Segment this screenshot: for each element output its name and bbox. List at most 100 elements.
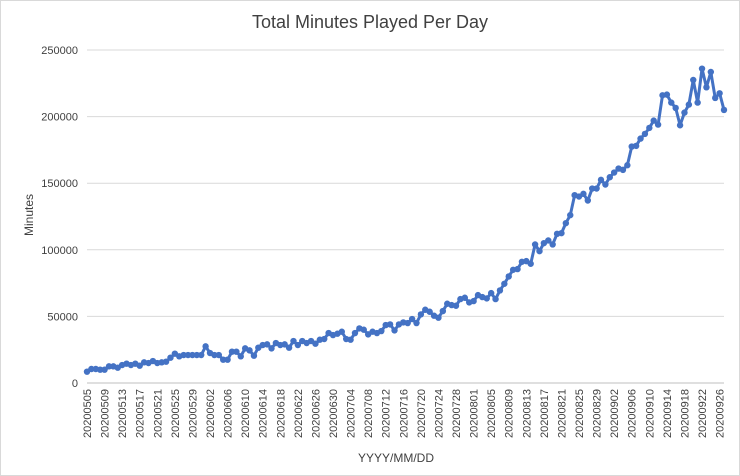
data-point xyxy=(452,302,460,309)
x-tick-label: 20200902 xyxy=(609,389,621,438)
y-tick-label: 0 xyxy=(72,378,78,390)
x-tick-label: 20200809 xyxy=(504,389,516,438)
data-point xyxy=(589,185,596,192)
x-tick-label: 20200922 xyxy=(697,389,709,438)
x-tick-label: 20200801 xyxy=(469,389,481,438)
data-point xyxy=(198,351,205,359)
data-point xyxy=(562,219,570,227)
y-tick-label: 100000 xyxy=(41,245,78,257)
data-point xyxy=(672,104,679,112)
data-point xyxy=(435,314,442,321)
data-point xyxy=(136,362,143,369)
data-point xyxy=(101,366,108,373)
data-point xyxy=(720,106,728,114)
data-point xyxy=(593,185,600,192)
x-axis-tick-labels: 20200505 20200509 20200513 20200517 20200521… xyxy=(82,389,727,438)
data-point xyxy=(641,130,649,138)
data-point xyxy=(690,76,697,84)
x-tick-label: 20200626 xyxy=(310,389,322,438)
data-point xyxy=(650,117,657,124)
data-point xyxy=(694,99,701,106)
data-point xyxy=(439,307,447,315)
data-point xyxy=(202,343,209,350)
x-tick-label: 20200720 xyxy=(416,389,428,438)
data-point xyxy=(338,328,345,335)
data-point xyxy=(408,315,416,323)
data-point xyxy=(536,247,543,255)
x-tick-label: 20200602 xyxy=(205,389,217,438)
data-point xyxy=(492,295,499,303)
data-point xyxy=(228,348,236,355)
x-tick-label: 20200517 xyxy=(135,389,147,438)
x-tick-label: 20200926 xyxy=(715,389,727,438)
data-point xyxy=(233,348,240,355)
x-tick-label: 20200910 xyxy=(644,389,656,438)
x-tick-label: 20200521 xyxy=(152,389,164,438)
data-point xyxy=(703,84,710,91)
data-point xyxy=(263,341,271,348)
chart-title: Total Minutes Played Per Day xyxy=(252,12,488,32)
data-point xyxy=(654,121,662,128)
y-axis-tick-labels: 0 50000 100000 150000 200000 250000 xyxy=(41,45,78,390)
x-tick-label: 20200704 xyxy=(346,389,358,438)
x-tick-label: 20200630 xyxy=(328,389,340,438)
x-tick-label: 20200509 xyxy=(100,389,112,438)
x-tick-label: 20200610 xyxy=(240,389,252,438)
data-point xyxy=(567,211,574,219)
data-point xyxy=(584,197,592,204)
data-point xyxy=(237,353,244,360)
data-point xyxy=(351,329,359,337)
data-point xyxy=(514,265,521,273)
y-tick-label: 50000 xyxy=(47,311,78,323)
x-tick-label: 20200805 xyxy=(486,389,498,438)
x-tick-label: 20200716 xyxy=(398,389,410,438)
data-point xyxy=(246,347,253,354)
data-point xyxy=(646,124,653,132)
data-point xyxy=(531,241,539,248)
data-point xyxy=(193,351,201,359)
x-tick-label: 20200622 xyxy=(293,389,305,438)
x-tick-label: 20200825 xyxy=(574,389,586,438)
gridlines xyxy=(87,49,724,317)
series-minutes xyxy=(83,65,728,375)
data-point xyxy=(391,327,398,334)
data-point xyxy=(606,174,613,181)
x-tick-label: 20200728 xyxy=(451,389,463,438)
data-point xyxy=(681,109,688,116)
data-point xyxy=(88,365,95,373)
data-point xyxy=(167,354,174,361)
data-point xyxy=(663,91,671,98)
x-tick-label: 20200724 xyxy=(433,389,445,438)
data-point xyxy=(224,356,231,363)
data-point xyxy=(501,280,508,287)
data-point xyxy=(290,337,297,345)
data-point xyxy=(347,336,354,343)
data-point xyxy=(189,351,196,359)
x-tick-label: 20200505 xyxy=(82,389,94,438)
data-point xyxy=(461,294,469,301)
x-tick-label: 20200817 xyxy=(539,389,551,438)
data-point xyxy=(404,319,411,327)
data-point xyxy=(211,351,218,359)
data-point xyxy=(496,287,504,294)
data-point xyxy=(281,341,288,348)
data-point xyxy=(426,308,433,315)
x-tick-label: 20200906 xyxy=(627,389,639,438)
data-point xyxy=(96,366,104,373)
data-point xyxy=(321,335,328,343)
x-axis-title: YYYY/MM/DD xyxy=(358,451,434,465)
data-point xyxy=(610,169,618,176)
data-point xyxy=(558,229,565,237)
data-point xyxy=(580,190,587,198)
x-tick-label: 20200525 xyxy=(170,389,182,438)
data-point xyxy=(180,351,187,359)
x-tick-label: 20200618 xyxy=(275,389,287,438)
x-tick-label: 20200513 xyxy=(117,389,129,438)
data-point xyxy=(105,363,113,370)
x-tick-label: 20200914 xyxy=(662,389,674,438)
data-point xyxy=(716,90,723,97)
data-point xyxy=(285,344,293,351)
